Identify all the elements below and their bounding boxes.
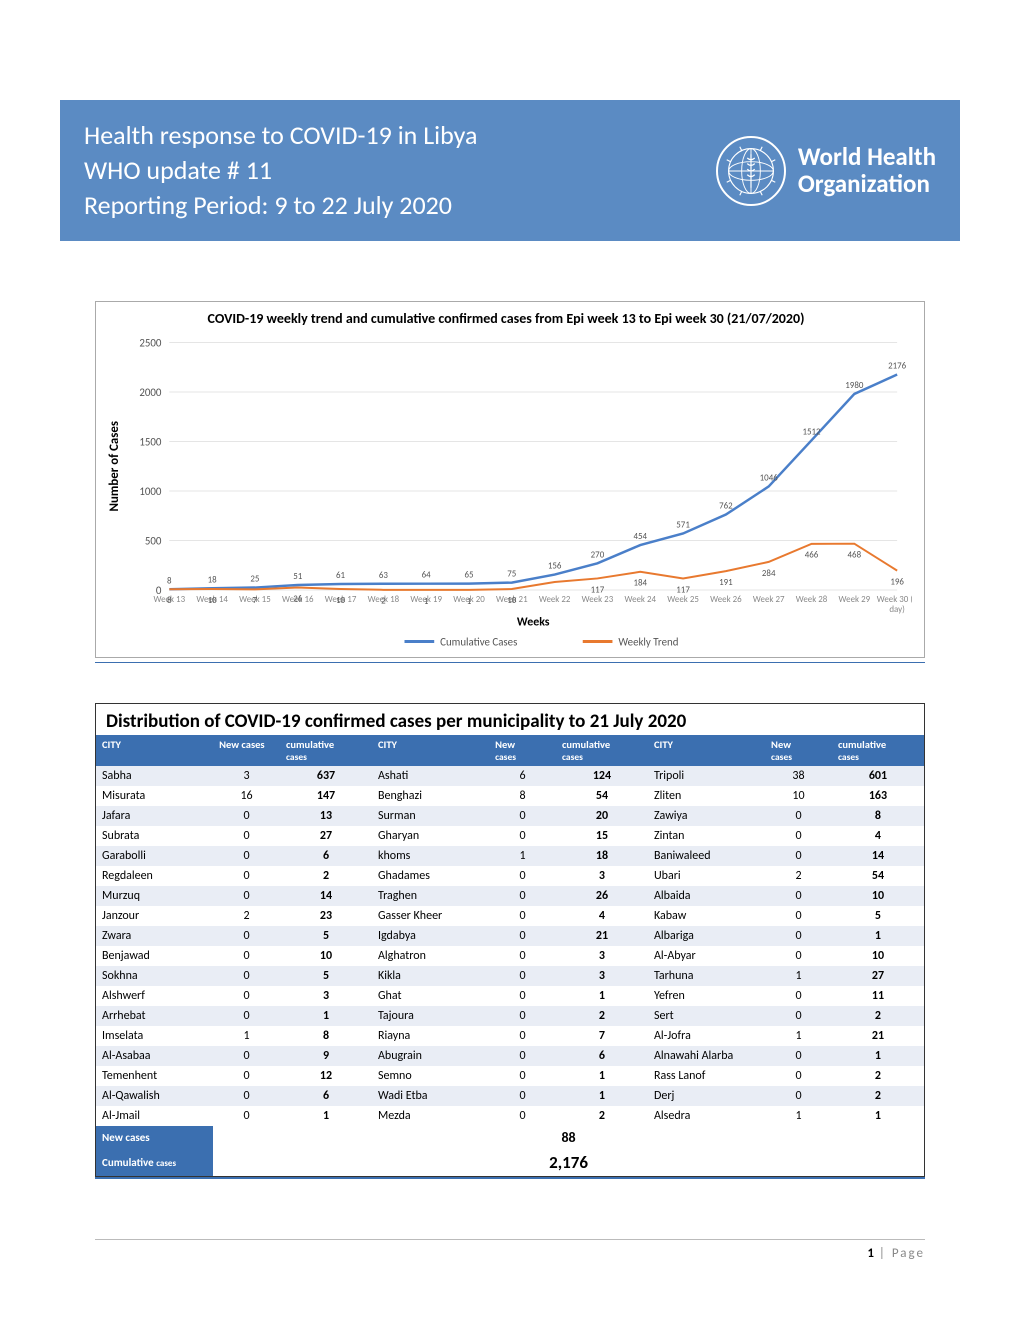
header-text: Health response to COVID-19 in Libya WHO… [84,118,477,223]
who-emblem-icon [716,136,786,206]
svg-text:1500: 1500 [139,436,162,449]
svg-text:Week 25: Week 25 [667,595,699,605]
svg-text:1: 1 [424,597,429,607]
who-logo: World Health Organization [716,136,936,206]
svg-text:184: 184 [633,579,647,589]
svg-text:762: 762 [719,502,733,512]
divider [95,662,925,663]
svg-text:2500: 2500 [139,337,162,350]
org-line2: Organization [798,171,936,197]
org-line1: World Health [798,144,936,170]
svg-text:2176: 2176 [888,362,907,372]
chart-title: COVID-19 weekly trend and cumulative con… [100,310,912,327]
svg-text:Weeks: Weeks [517,616,550,630]
svg-text:10: 10 [336,596,346,606]
footer-sep: | [874,1246,892,1261]
svg-text:8: 8 [167,577,172,587]
svg-text:284: 284 [762,569,776,579]
svg-text:454: 454 [633,532,647,542]
page-footer: 1 | Page [95,1239,925,1261]
svg-text:61: 61 [336,571,346,581]
svg-text:7: 7 [253,596,258,606]
svg-text:65: 65 [464,571,473,581]
svg-text:Week 29: Week 29 [839,595,871,605]
divider [95,1177,925,1179]
chart-svg: 05001000150020002500Week 13Week 14Week 1… [100,331,912,651]
svg-text:1980: 1980 [845,381,864,391]
svg-text:1046: 1046 [760,474,779,484]
municipality-table: Distribution of COVID-19 confirmed cases… [95,703,925,1177]
svg-text:1512: 1512 [802,428,821,438]
svg-text:26: 26 [293,595,303,605]
svg-text:75: 75 [507,570,516,580]
svg-text:day): day) [889,605,905,615]
svg-text:196: 196 [890,578,904,588]
svg-text:500: 500 [145,535,162,548]
svg-text:468: 468 [848,551,862,561]
svg-text:Week 23: Week 23 [582,595,614,605]
svg-text:18: 18 [208,576,218,586]
svg-text:Weekly Trend: Weekly Trend [618,636,678,649]
svg-text:8: 8 [167,596,172,606]
distribution-table: CITYNew casescumulativecasesCITYNewcases… [96,735,924,1176]
line-chart: COVID-19 weekly trend and cumulative con… [95,301,925,658]
svg-text:64: 64 [422,571,432,581]
svg-text:25: 25 [250,575,259,585]
svg-text:2: 2 [381,597,386,607]
svg-text:Number of Cases: Number of Cases [107,421,122,511]
page-number: 1 [867,1246,874,1261]
header-line3: Reporting Period: 9 to 22 July 2020 [84,188,477,223]
svg-text:Cumulative Cases: Cumulative Cases [440,636,517,649]
svg-text:117: 117 [676,586,690,596]
svg-text:Week 30 (2: Week 30 (2 [877,595,912,605]
svg-text:1000: 1000 [139,485,162,498]
svg-text:156: 156 [548,562,562,572]
header-line2: WHO update # 11 [84,153,477,188]
svg-text:2000: 2000 [139,386,162,399]
svg-text:191: 191 [719,578,733,588]
svg-text:Week 27: Week 27 [753,595,785,605]
footer-word: Page [892,1246,925,1261]
svg-text:Week 28: Week 28 [796,595,828,605]
svg-text:Week 24: Week 24 [624,595,656,605]
svg-text:466: 466 [805,551,819,561]
header-line1: Health response to COVID-19 in Libya [84,118,477,153]
svg-text:1: 1 [467,597,472,607]
svg-text:270: 270 [591,551,605,561]
table-title: Distribution of COVID-19 confirmed cases… [96,704,924,735]
svg-text:10: 10 [507,596,517,606]
svg-text:Week 22: Week 22 [539,595,571,605]
header-band: Health response to COVID-19 in Libya WHO… [60,100,960,241]
svg-text:117: 117 [591,586,605,596]
svg-text:63: 63 [379,571,389,581]
svg-text:10: 10 [208,596,218,606]
svg-text:51: 51 [293,572,303,582]
svg-text:Week 26: Week 26 [710,595,742,605]
who-name: World Health Organization [798,144,936,197]
svg-text:571: 571 [676,521,690,531]
